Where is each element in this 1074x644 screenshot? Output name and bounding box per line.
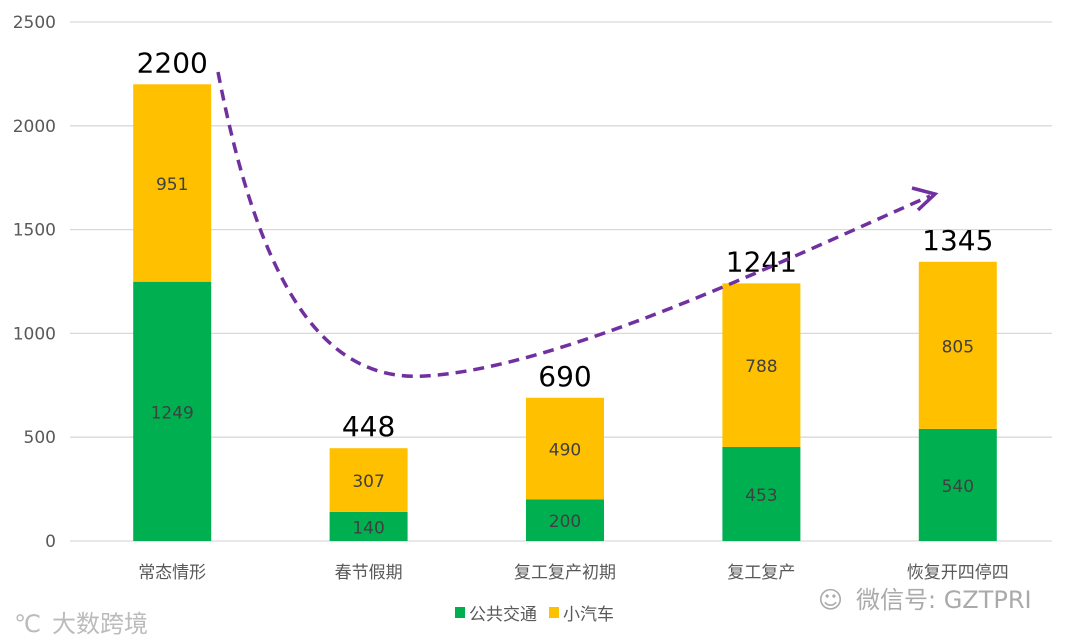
legend-swatch <box>455 607 465 618</box>
bar-segment <box>133 84 212 282</box>
bar-segment <box>526 397 604 500</box>
bar-segment <box>918 261 997 429</box>
segment-value-label: 540 <box>942 477 974 497</box>
x-axis-labels: 常态情形 春节假期 复工复产初期 复工复产 恢复开四停四 <box>138 563 1009 583</box>
wechat-icon: ☺ <box>818 586 843 614</box>
total-value-label: 1241 <box>726 245 797 278</box>
segment-value-label: 307 <box>352 472 384 492</box>
total-value-label: 448 <box>342 410 395 443</box>
legend-label: 公共交通 <box>469 605 537 625</box>
legend-swatch <box>549 607 559 618</box>
bars: 1249 951 2200 140 307 448 200 490 690 453 788 1241 5… <box>133 46 997 541</box>
y-tick-label: 2500 <box>13 13 56 33</box>
gridlines <box>70 21 1052 542</box>
x-category-label: 常态情形 <box>138 563 206 583</box>
total-value-label: 1345 <box>922 224 993 257</box>
watermark-right: ☺ 微信号: GZTPRI <box>818 586 1032 614</box>
bar-segment <box>722 446 801 541</box>
watermark-left: ℃ 大数跨境 <box>14 610 148 638</box>
segment-value-label: 1249 <box>151 403 194 423</box>
bar-segment <box>329 448 408 512</box>
bar-segment <box>133 281 212 541</box>
total-value-label: 690 <box>538 360 591 393</box>
segment-value-label: 490 <box>549 441 581 461</box>
watermark-left-text: 大数跨境 <box>52 610 148 638</box>
segment-value-label: 453 <box>745 486 777 506</box>
bar-segment <box>526 499 604 541</box>
segment-value-label: 951 <box>156 175 188 195</box>
bar-segment <box>329 511 408 541</box>
bar-segment <box>722 283 801 447</box>
segment-value-label: 200 <box>549 512 581 532</box>
x-category-label: 复工复产 <box>727 563 795 583</box>
y-axis-ticks: 0 500 1000 1500 2000 2500 <box>13 13 56 552</box>
watermark-right-text: 微信号: GZTPRI <box>856 586 1032 614</box>
y-tick-label: 1000 <box>13 324 56 344</box>
y-tick-label: 0 <box>45 532 56 552</box>
legend-label: 小汽车 <box>563 605 614 625</box>
x-category-label: 恢复开四停四 <box>907 563 1009 583</box>
legend: 公共交通 小汽车 <box>455 605 614 625</box>
bar-segment <box>918 428 997 541</box>
segment-value-label: 805 <box>942 337 974 357</box>
total-value-label: 2200 <box>137 46 208 79</box>
trend-arrowhead <box>911 186 939 212</box>
y-tick-label: 1500 <box>13 221 56 241</box>
trend-arrow <box>216 71 931 379</box>
segment-value-label: 788 <box>745 357 777 377</box>
x-category-label: 春节假期 <box>335 563 403 583</box>
segment-value-label: 140 <box>352 518 384 538</box>
x-category-label: 复工复产初期 <box>514 563 616 583</box>
watermark-logo-icon: ℃ <box>14 610 41 638</box>
y-tick-label: 500 <box>24 428 56 448</box>
y-tick-label: 2000 <box>13 117 56 137</box>
